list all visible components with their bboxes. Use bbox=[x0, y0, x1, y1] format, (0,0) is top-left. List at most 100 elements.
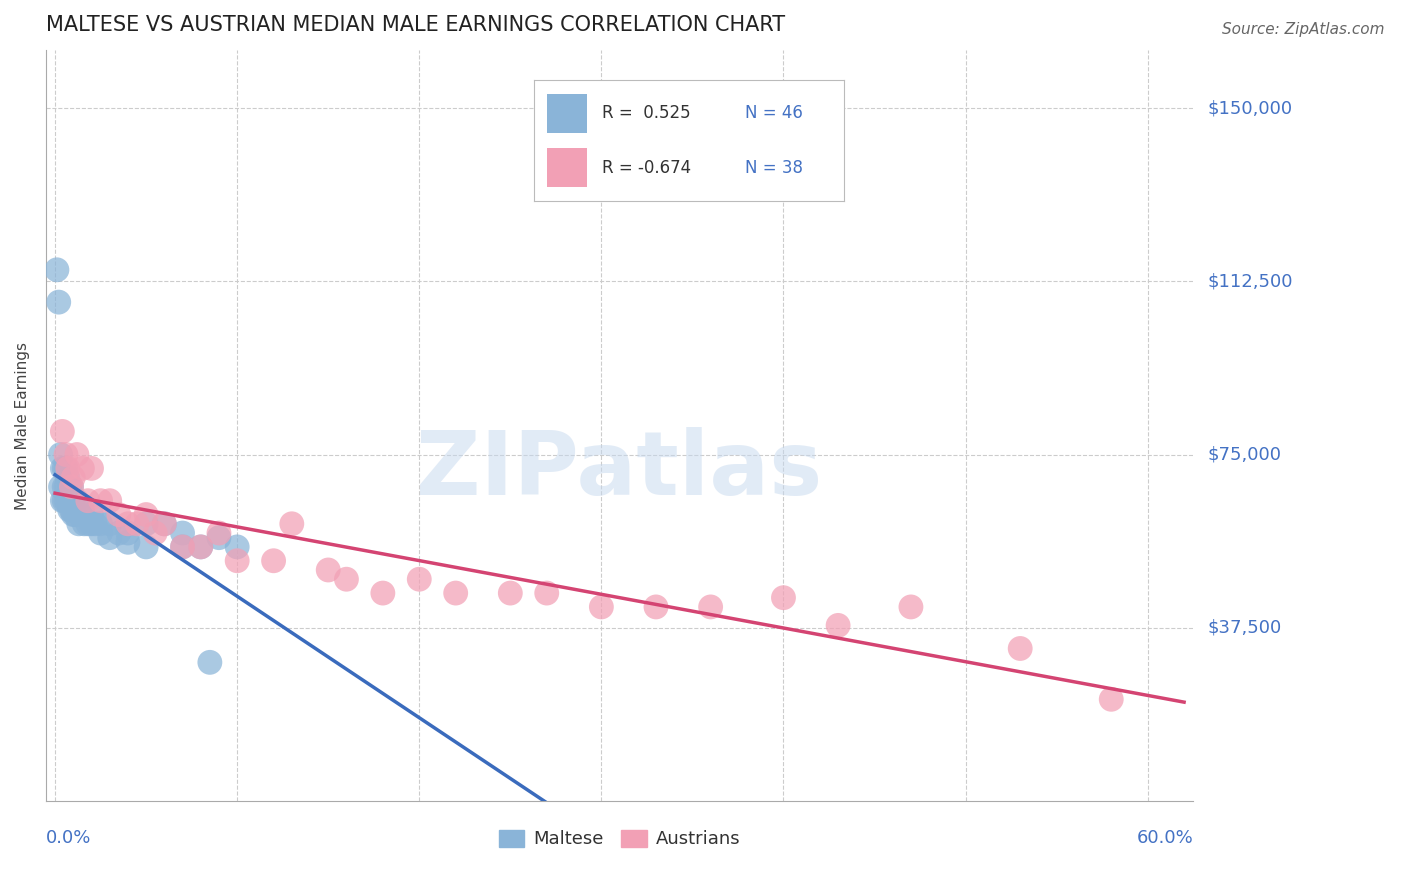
Point bbox=[98, 516, 121, 531]
Point bbox=[62, 508, 84, 522]
Point bbox=[55, 448, 77, 462]
Text: 0.0%: 0.0% bbox=[46, 829, 91, 847]
Point bbox=[66, 493, 89, 508]
Point bbox=[172, 540, 194, 554]
Text: N = 46: N = 46 bbox=[745, 104, 803, 122]
Point bbox=[51, 425, 73, 439]
Point bbox=[53, 480, 76, 494]
Point bbox=[281, 516, 304, 531]
Point bbox=[117, 535, 139, 549]
Point bbox=[536, 586, 558, 600]
Point bbox=[117, 526, 139, 541]
Point bbox=[73, 516, 96, 531]
Point bbox=[371, 586, 394, 600]
Point bbox=[48, 295, 70, 310]
Point bbox=[80, 508, 103, 522]
Point bbox=[55, 461, 77, 475]
Point bbox=[53, 461, 76, 475]
Point bbox=[108, 526, 131, 541]
Point bbox=[60, 480, 83, 494]
Point bbox=[49, 448, 72, 462]
Point bbox=[335, 572, 357, 586]
Point bbox=[645, 599, 668, 614]
Point bbox=[51, 461, 73, 475]
Point bbox=[80, 516, 103, 531]
Text: 60.0%: 60.0% bbox=[1136, 829, 1194, 847]
Point bbox=[153, 516, 176, 531]
Point bbox=[125, 516, 148, 531]
Point bbox=[499, 586, 522, 600]
Point bbox=[90, 526, 112, 541]
Point bbox=[135, 516, 157, 531]
Point bbox=[198, 656, 221, 670]
Point bbox=[208, 526, 231, 541]
Point bbox=[62, 493, 84, 508]
Point bbox=[72, 503, 94, 517]
Legend: Maltese, Austrians: Maltese, Austrians bbox=[492, 822, 748, 855]
Point bbox=[67, 516, 90, 531]
Point bbox=[316, 563, 339, 577]
Text: ZIPatlas: ZIPatlas bbox=[416, 427, 823, 514]
Point bbox=[60, 480, 83, 494]
Point bbox=[49, 480, 72, 494]
Point bbox=[90, 516, 112, 531]
Point bbox=[69, 508, 91, 522]
Point bbox=[172, 526, 194, 541]
Text: MALTESE VS AUSTRIAN MEDIAN MALE EARNINGS CORRELATION CHART: MALTESE VS AUSTRIAN MEDIAN MALE EARNINGS… bbox=[46, 15, 785, 35]
Point bbox=[90, 493, 112, 508]
Text: $75,000: $75,000 bbox=[1208, 445, 1281, 464]
Point bbox=[56, 493, 79, 508]
Point bbox=[84, 516, 107, 531]
Point bbox=[80, 461, 103, 475]
Text: $112,500: $112,500 bbox=[1208, 272, 1292, 291]
Point bbox=[135, 508, 157, 522]
Text: R =  0.525: R = 0.525 bbox=[602, 104, 690, 122]
FancyBboxPatch shape bbox=[547, 94, 586, 133]
Point bbox=[263, 554, 285, 568]
Point bbox=[59, 503, 82, 517]
Point bbox=[208, 531, 231, 545]
Point bbox=[98, 531, 121, 545]
Point bbox=[172, 540, 194, 554]
Point bbox=[59, 480, 82, 494]
Point bbox=[226, 540, 249, 554]
Point bbox=[45, 262, 67, 277]
Text: Source: ZipAtlas.com: Source: ZipAtlas.com bbox=[1222, 22, 1385, 37]
Point bbox=[76, 516, 98, 531]
Point bbox=[135, 540, 157, 554]
Point bbox=[1010, 641, 1032, 656]
Point bbox=[62, 470, 84, 484]
Text: N = 38: N = 38 bbox=[745, 159, 803, 177]
Text: $150,000: $150,000 bbox=[1208, 99, 1292, 117]
Point bbox=[591, 599, 613, 614]
Point bbox=[699, 599, 721, 614]
Point bbox=[226, 554, 249, 568]
FancyBboxPatch shape bbox=[547, 148, 586, 187]
Point bbox=[60, 503, 83, 517]
Point bbox=[56, 461, 79, 475]
Point bbox=[117, 516, 139, 531]
Point bbox=[53, 493, 76, 508]
Point bbox=[1099, 692, 1122, 706]
Point bbox=[56, 470, 79, 484]
Point bbox=[76, 493, 98, 508]
Y-axis label: Median Male Earnings: Median Male Earnings bbox=[15, 342, 30, 509]
Point bbox=[190, 540, 212, 554]
Point bbox=[66, 448, 89, 462]
Point bbox=[827, 618, 849, 632]
Text: $37,500: $37,500 bbox=[1208, 619, 1281, 637]
Point bbox=[63, 508, 86, 522]
Point bbox=[408, 572, 430, 586]
Point bbox=[900, 599, 922, 614]
Point bbox=[55, 480, 77, 494]
Point bbox=[143, 526, 166, 541]
Point bbox=[72, 461, 94, 475]
Text: R = -0.674: R = -0.674 bbox=[602, 159, 692, 177]
Point bbox=[444, 586, 467, 600]
Point bbox=[51, 493, 73, 508]
Point bbox=[98, 493, 121, 508]
Point bbox=[108, 508, 131, 522]
Point bbox=[772, 591, 794, 605]
Point bbox=[153, 516, 176, 531]
Point bbox=[190, 540, 212, 554]
